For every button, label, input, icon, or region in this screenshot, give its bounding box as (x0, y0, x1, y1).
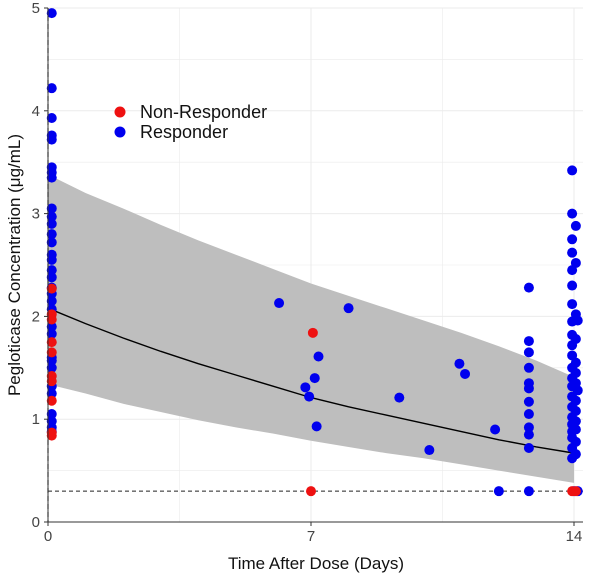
responder-point (313, 351, 324, 362)
responder-point (567, 234, 578, 245)
responder-point (274, 298, 285, 309)
responder-point (454, 358, 465, 369)
responder-point (46, 254, 57, 265)
responder-point (570, 357, 581, 368)
responder-point (46, 328, 57, 339)
responder-point (46, 237, 57, 248)
x-tick-label: 0 (44, 528, 52, 545)
responder-point (46, 112, 57, 123)
responder-point (570, 257, 581, 268)
responder-point (570, 334, 581, 345)
responder-point (570, 405, 581, 416)
responder-point (567, 280, 578, 291)
responder-point (46, 218, 57, 229)
responder-point (567, 247, 578, 258)
responder-point (46, 172, 57, 183)
responder-point (570, 220, 581, 231)
responder-point (460, 368, 471, 379)
responder-point (570, 424, 581, 435)
responder-point (309, 373, 320, 384)
responder-point (46, 321, 57, 332)
responder-point (311, 421, 322, 432)
responder-point (490, 424, 501, 435)
responder-point (523, 422, 534, 433)
tick-labels: 0 1 2 3 4 5 0 7 14 (32, 0, 583, 545)
responder-point (46, 355, 57, 366)
non-responder-point (307, 327, 318, 338)
responder-point (570, 395, 581, 406)
legend-label-responder: Responder (140, 122, 228, 142)
responder-point (46, 134, 57, 145)
legend-swatch-non-responder (114, 106, 126, 118)
responder-point (46, 295, 57, 306)
responder-point (567, 208, 578, 219)
responder-point (46, 272, 57, 283)
responder-point (570, 436, 581, 447)
non-responder-point (46, 347, 57, 358)
x-tick-label: 7 (307, 528, 315, 545)
non-responder-point (46, 314, 57, 325)
responder-point (493, 486, 504, 497)
axes (47, 8, 583, 523)
data-points (46, 8, 583, 497)
non-responder-point (46, 337, 57, 348)
non-responder-point (306, 486, 316, 497)
responder-point (523, 362, 534, 373)
responder-point (46, 388, 57, 399)
y-tick-label: 5 (32, 0, 40, 17)
responder-point (46, 203, 57, 214)
responder-point (523, 282, 534, 293)
x-tick-label: 14 (566, 528, 583, 545)
y-tick-label: 0 (32, 514, 40, 531)
non-responder-point (46, 430, 57, 441)
responder-point (523, 486, 534, 497)
responder-point (567, 299, 578, 310)
responder-point (570, 367, 581, 378)
y-tick-label: 1 (32, 411, 40, 428)
responder-point (300, 382, 311, 393)
x-axis-title: Time After Dose (Days) (228, 554, 404, 573)
y-axis-title: Pegloticase Concentration (μg/mL) (5, 134, 24, 396)
responder-point (46, 229, 57, 240)
non-responder-point (570, 486, 581, 497)
responder-point (46, 409, 57, 420)
non-responder-point (46, 283, 57, 294)
legend: Non-Responder Responder (114, 102, 267, 142)
responder-point (46, 8, 57, 19)
responder-point (46, 211, 57, 222)
legend-label-non-responder: Non-Responder (140, 102, 267, 122)
responder-point (572, 315, 583, 326)
responder-point (46, 83, 57, 94)
responder-point (523, 409, 534, 420)
responder-point (424, 445, 435, 456)
responder-point (343, 303, 354, 314)
responder-point (46, 265, 57, 276)
responder-point (570, 449, 581, 460)
responder-point (523, 347, 534, 358)
responder-point (523, 429, 534, 440)
responder-point (572, 385, 583, 396)
y-tick-label: 4 (32, 103, 40, 120)
responder-point (523, 396, 534, 407)
responder-point (304, 391, 315, 402)
responder-point (523, 442, 534, 453)
legend-swatch-responder (114, 126, 126, 138)
non-responder-point (46, 395, 57, 406)
non-responder-point (46, 376, 57, 387)
responder-point (523, 336, 534, 347)
y-tick-label: 2 (32, 308, 40, 325)
responder-point (523, 383, 534, 394)
responder-point (567, 165, 578, 176)
y-tick-label: 3 (32, 206, 40, 223)
responder-point (394, 392, 405, 403)
responder-point (570, 416, 581, 427)
responder-point (46, 362, 57, 373)
